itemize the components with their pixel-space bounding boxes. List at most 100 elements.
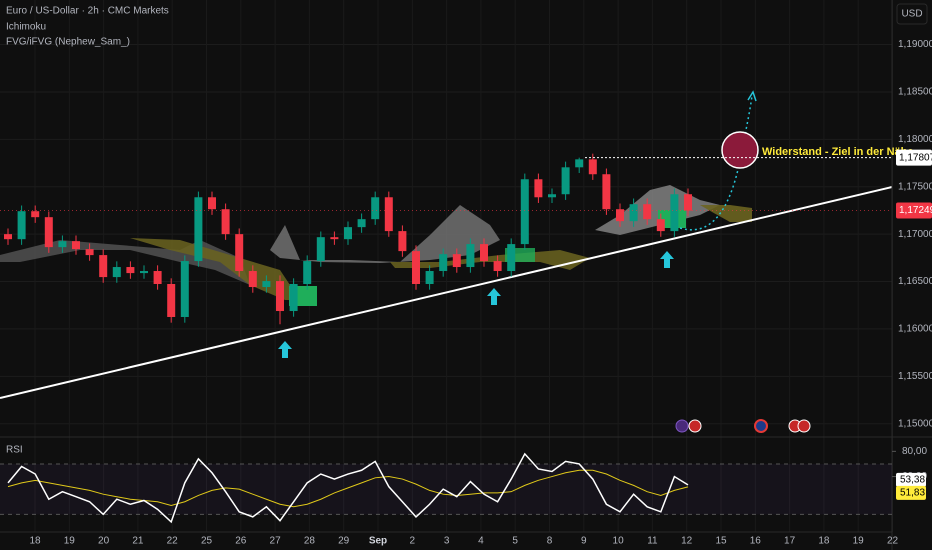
candle-body (262, 281, 271, 288)
candle-body (303, 261, 312, 285)
x-tick-label: 27 (270, 536, 282, 547)
currency[interactable]: USD (901, 9, 922, 20)
candle-body (4, 234, 12, 240)
candle-body (112, 267, 121, 278)
x-tick-label: 11 (647, 536, 658, 547)
target-circle (721, 131, 759, 169)
candle-body (548, 194, 556, 198)
candle-body (534, 179, 543, 198)
rsi-band (0, 463, 892, 515)
x-tick-label: 17 (784, 536, 796, 547)
candle-body (602, 174, 611, 210)
rsi-marker-label: 53,38 (900, 475, 925, 486)
y-tick-label: 1,16500 (898, 276, 932, 287)
price-marker (896, 149, 932, 166)
candle-body (276, 281, 284, 312)
candle-body (99, 255, 108, 278)
x-tick-label: 21 (132, 536, 144, 547)
candle-body (398, 231, 407, 252)
candle-body (344, 227, 352, 240)
rsi-marker (896, 472, 926, 487)
currency-box[interactable] (896, 3, 928, 25)
x-tick-label: 5 (512, 536, 518, 547)
candle-body (140, 271, 148, 274)
price-marker-label: 1,17807 (899, 152, 932, 163)
y-tick-label: 1,17500 (898, 181, 932, 192)
x-tick-label: 22 (887, 536, 899, 547)
candle-body (643, 204, 652, 220)
annotation: Widerstand - Ziel in der Nähe (762, 146, 913, 158)
candle-body (208, 197, 216, 210)
x-tick-label: 16 (750, 536, 762, 547)
candle-body (44, 217, 53, 248)
x-tick-label: Sep (369, 536, 387, 547)
candle-body (316, 237, 325, 262)
x-tick-label: 3 (444, 536, 450, 547)
ichimoku-cloud (130, 238, 300, 300)
candle-body (153, 271, 162, 285)
y-tick-label: 1,19000 (898, 39, 932, 50)
x-tick-label: 20 (98, 536, 110, 547)
candle-body (452, 254, 461, 268)
rsi-ma-line (7, 469, 689, 508)
candle-body (31, 211, 40, 218)
candle-body (520, 179, 529, 245)
ichimoku-cloud (270, 205, 500, 263)
y-tick-label: 1,18000 (898, 134, 932, 145)
candle-body (670, 194, 679, 232)
x-tick-label: 18 (29, 536, 41, 547)
candle-body (616, 209, 624, 222)
x-tick-label: 19 (853, 536, 865, 547)
x-tick-label: 10 (613, 536, 625, 547)
candle-body (235, 234, 244, 272)
x-tick-label: 9 (581, 536, 587, 547)
chart-title: Euro / US-Dollar · 2h · CMC Markets (6, 6, 169, 17)
rsi-marker (896, 485, 926, 500)
candle-body (371, 197, 380, 220)
ichimoku-cloud (700, 205, 752, 222)
y-tick-label: 1,18500 (898, 87, 932, 98)
x-tick-label: 15 (715, 536, 727, 547)
candle-body (493, 261, 502, 272)
candle-body (85, 249, 94, 256)
candle-body (72, 241, 80, 250)
candle-body (126, 267, 135, 274)
x-tick-label: 25 (201, 536, 213, 547)
rsi-title: RSI (6, 445, 23, 456)
x-tick-label: 29 (338, 536, 350, 547)
candle-body (384, 197, 393, 232)
candle-body (480, 244, 488, 262)
rsi-marker-label: 51,83 (900, 487, 925, 498)
candle-body (194, 197, 203, 262)
rsi-tick-label: 80,00 (902, 446, 927, 457)
candle-body (656, 219, 665, 232)
candle-body (289, 284, 298, 312)
y-tick-label: 1,16000 (898, 324, 932, 335)
candle-body (58, 241, 67, 248)
event-icons (675, 419, 811, 433)
candle-body (684, 194, 692, 211)
price-marker (896, 202, 932, 219)
candle-body (588, 159, 597, 175)
candle-body (17, 211, 26, 240)
trendline (0, 186, 893, 399)
rsi-line (7, 452, 689, 524)
x-tick-label: 8 (547, 536, 553, 547)
x-tick-label: 28 (304, 536, 316, 547)
price-marker-label: 1,17249 (899, 205, 932, 216)
y-tick-label: 1,15000 (898, 418, 932, 429)
candle-body (180, 261, 189, 317)
candle-body (507, 244, 516, 272)
candle-body (439, 254, 448, 272)
candle-body (629, 204, 638, 222)
candle-body (330, 237, 339, 240)
candle-body (561, 167, 570, 195)
y-tick-label: 1,17000 (898, 229, 932, 240)
candle-body (357, 219, 366, 228)
candle-body (221, 209, 230, 235)
x-tick-label: 18 (818, 536, 830, 547)
x-tick-label: 2 (410, 536, 416, 547)
y-tick-label: 1,15500 (898, 371, 932, 382)
